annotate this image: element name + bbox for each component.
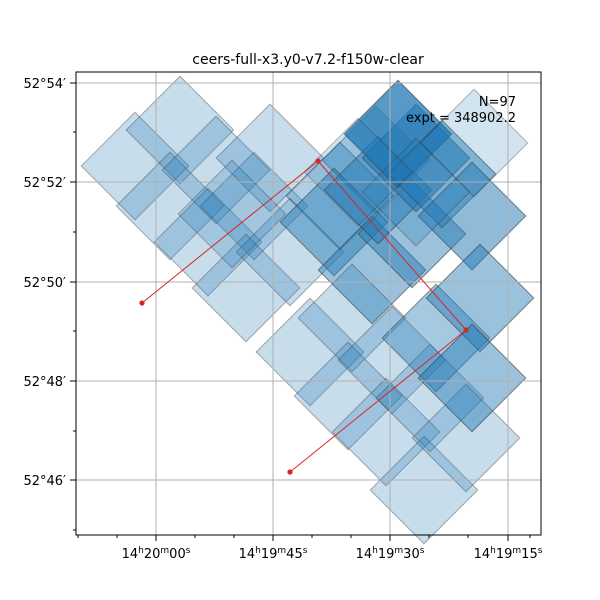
grid-lines xyxy=(76,72,541,535)
exposure-footprint xyxy=(361,137,471,247)
y-tick-label: 52°48′ xyxy=(23,375,66,390)
exposure-footprint xyxy=(303,117,413,227)
path-point xyxy=(315,158,321,164)
exposure-footprint xyxy=(80,111,190,221)
pointing-path-line xyxy=(141,160,467,473)
exposure-footprint xyxy=(235,197,345,307)
y-tick-label: 52°52′ xyxy=(23,176,66,191)
exposure-footprint xyxy=(255,297,365,407)
exposure-footprint xyxy=(419,88,529,198)
exposure-footprint xyxy=(417,161,527,271)
exposure-footprint xyxy=(125,75,235,185)
exposure-footprint xyxy=(161,115,271,225)
x-tick-label: 14h19m15s xyxy=(474,546,543,562)
exposure-footprint xyxy=(317,215,427,325)
exposure-footprint xyxy=(285,141,395,251)
y-tick-label: 52°54′ xyxy=(23,77,66,92)
exposure-footprints xyxy=(80,75,535,545)
exposure-footprint xyxy=(381,283,491,393)
x-tick-label: 14h19m30s xyxy=(356,546,425,562)
exposure-footprint xyxy=(153,187,263,297)
exposure-footprint xyxy=(417,323,527,433)
chart-title: ceers-full-x3.y0-v7.2-f150w-clear xyxy=(192,52,424,68)
exposure-footprint xyxy=(331,377,441,487)
y-tick-label: 52°46′ xyxy=(23,474,66,489)
exposure-footprint xyxy=(279,167,389,277)
x-tick-label: 14h20m00s xyxy=(122,546,191,562)
exposure-footprint xyxy=(199,151,309,261)
exposure-footprint xyxy=(115,151,225,261)
path-point xyxy=(287,469,293,475)
exposure-footprint xyxy=(297,263,407,373)
exposure-footprint xyxy=(293,341,403,451)
pointing-path xyxy=(139,158,469,475)
path-point xyxy=(139,300,145,306)
y-tick-label: 52°50′ xyxy=(23,276,66,291)
exposure-footprint xyxy=(343,79,453,189)
exposure-footprint xyxy=(425,243,535,353)
exposure-footprint xyxy=(337,305,447,415)
exposure-footprint xyxy=(177,159,287,269)
plot-frame xyxy=(75,71,542,536)
exposure-annotation: expt = 348902.2 xyxy=(406,111,516,126)
exposure-footprint xyxy=(369,435,479,545)
x-tick-label: 14h19m45s xyxy=(239,546,308,562)
count-annotation: N=97 xyxy=(479,95,516,110)
axis-ticks: 14h20m00s 14h19m45s 14h19m30s 14h19m15s 52°5… xyxy=(23,77,542,562)
path-point xyxy=(463,327,469,333)
